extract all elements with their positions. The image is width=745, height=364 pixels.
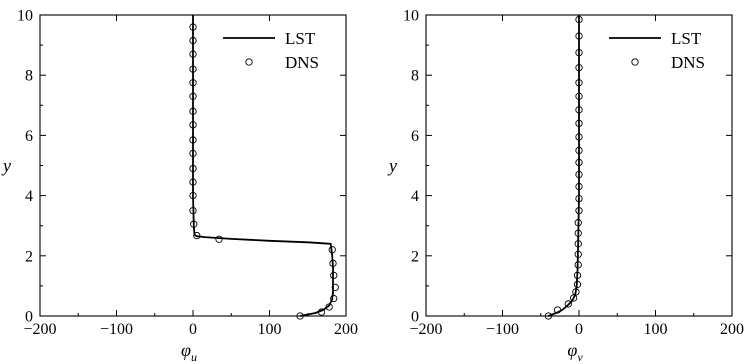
legend-label-lst: LST (671, 29, 702, 48)
y-tick-label: 2 (25, 248, 33, 265)
x-tick-label: 200 (720, 321, 744, 338)
y-tick-label: 0 (25, 309, 33, 326)
legend: LST DNS (609, 29, 705, 72)
y-tick-label: 4 (411, 188, 419, 205)
x-axis-label-sub: u (191, 350, 197, 364)
x-axis-label: φu (181, 340, 197, 364)
x-tick-label: 100 (644, 321, 668, 338)
x-axis-label-sub: v (577, 350, 583, 364)
legend-label-lst: LST (285, 29, 316, 48)
y-tick-label: 8 (25, 68, 33, 85)
data-point-dns (216, 236, 222, 242)
y-tick-label: 6 (411, 128, 419, 145)
x-axis-label-main: φ (181, 340, 191, 360)
y-tick-label: 10 (17, 8, 33, 25)
legend-marker-swatch (246, 59, 252, 65)
x-tick-label: 200 (334, 321, 358, 338)
y-axis-label: y (1, 156, 11, 176)
x-tick-label: −100 (486, 321, 519, 338)
y-tick-label: 10 (403, 8, 419, 25)
legend: LST DNS (223, 29, 319, 72)
y-tick-label: 8 (411, 68, 419, 85)
x-axis-label: φv (567, 340, 583, 364)
legend-label-dns: DNS (285, 53, 319, 72)
y-tick-label: 6 (25, 128, 33, 145)
x-tick-label: 0 (575, 321, 583, 338)
x-tick-label: 0 (189, 321, 197, 338)
y-tick-label: 2 (411, 248, 419, 265)
x-axis-label-main: φ (567, 340, 577, 360)
legend-label-dns: DNS (671, 53, 705, 72)
y-axis-label: y (387, 156, 397, 176)
y-tick-label: 4 (25, 188, 33, 205)
y-tick-label: 0 (411, 309, 419, 326)
x-tick-label: 100 (258, 321, 282, 338)
series-line-lst (548, 15, 579, 316)
x-tick-label: −100 (100, 321, 133, 338)
legend-marker-swatch (632, 59, 638, 65)
